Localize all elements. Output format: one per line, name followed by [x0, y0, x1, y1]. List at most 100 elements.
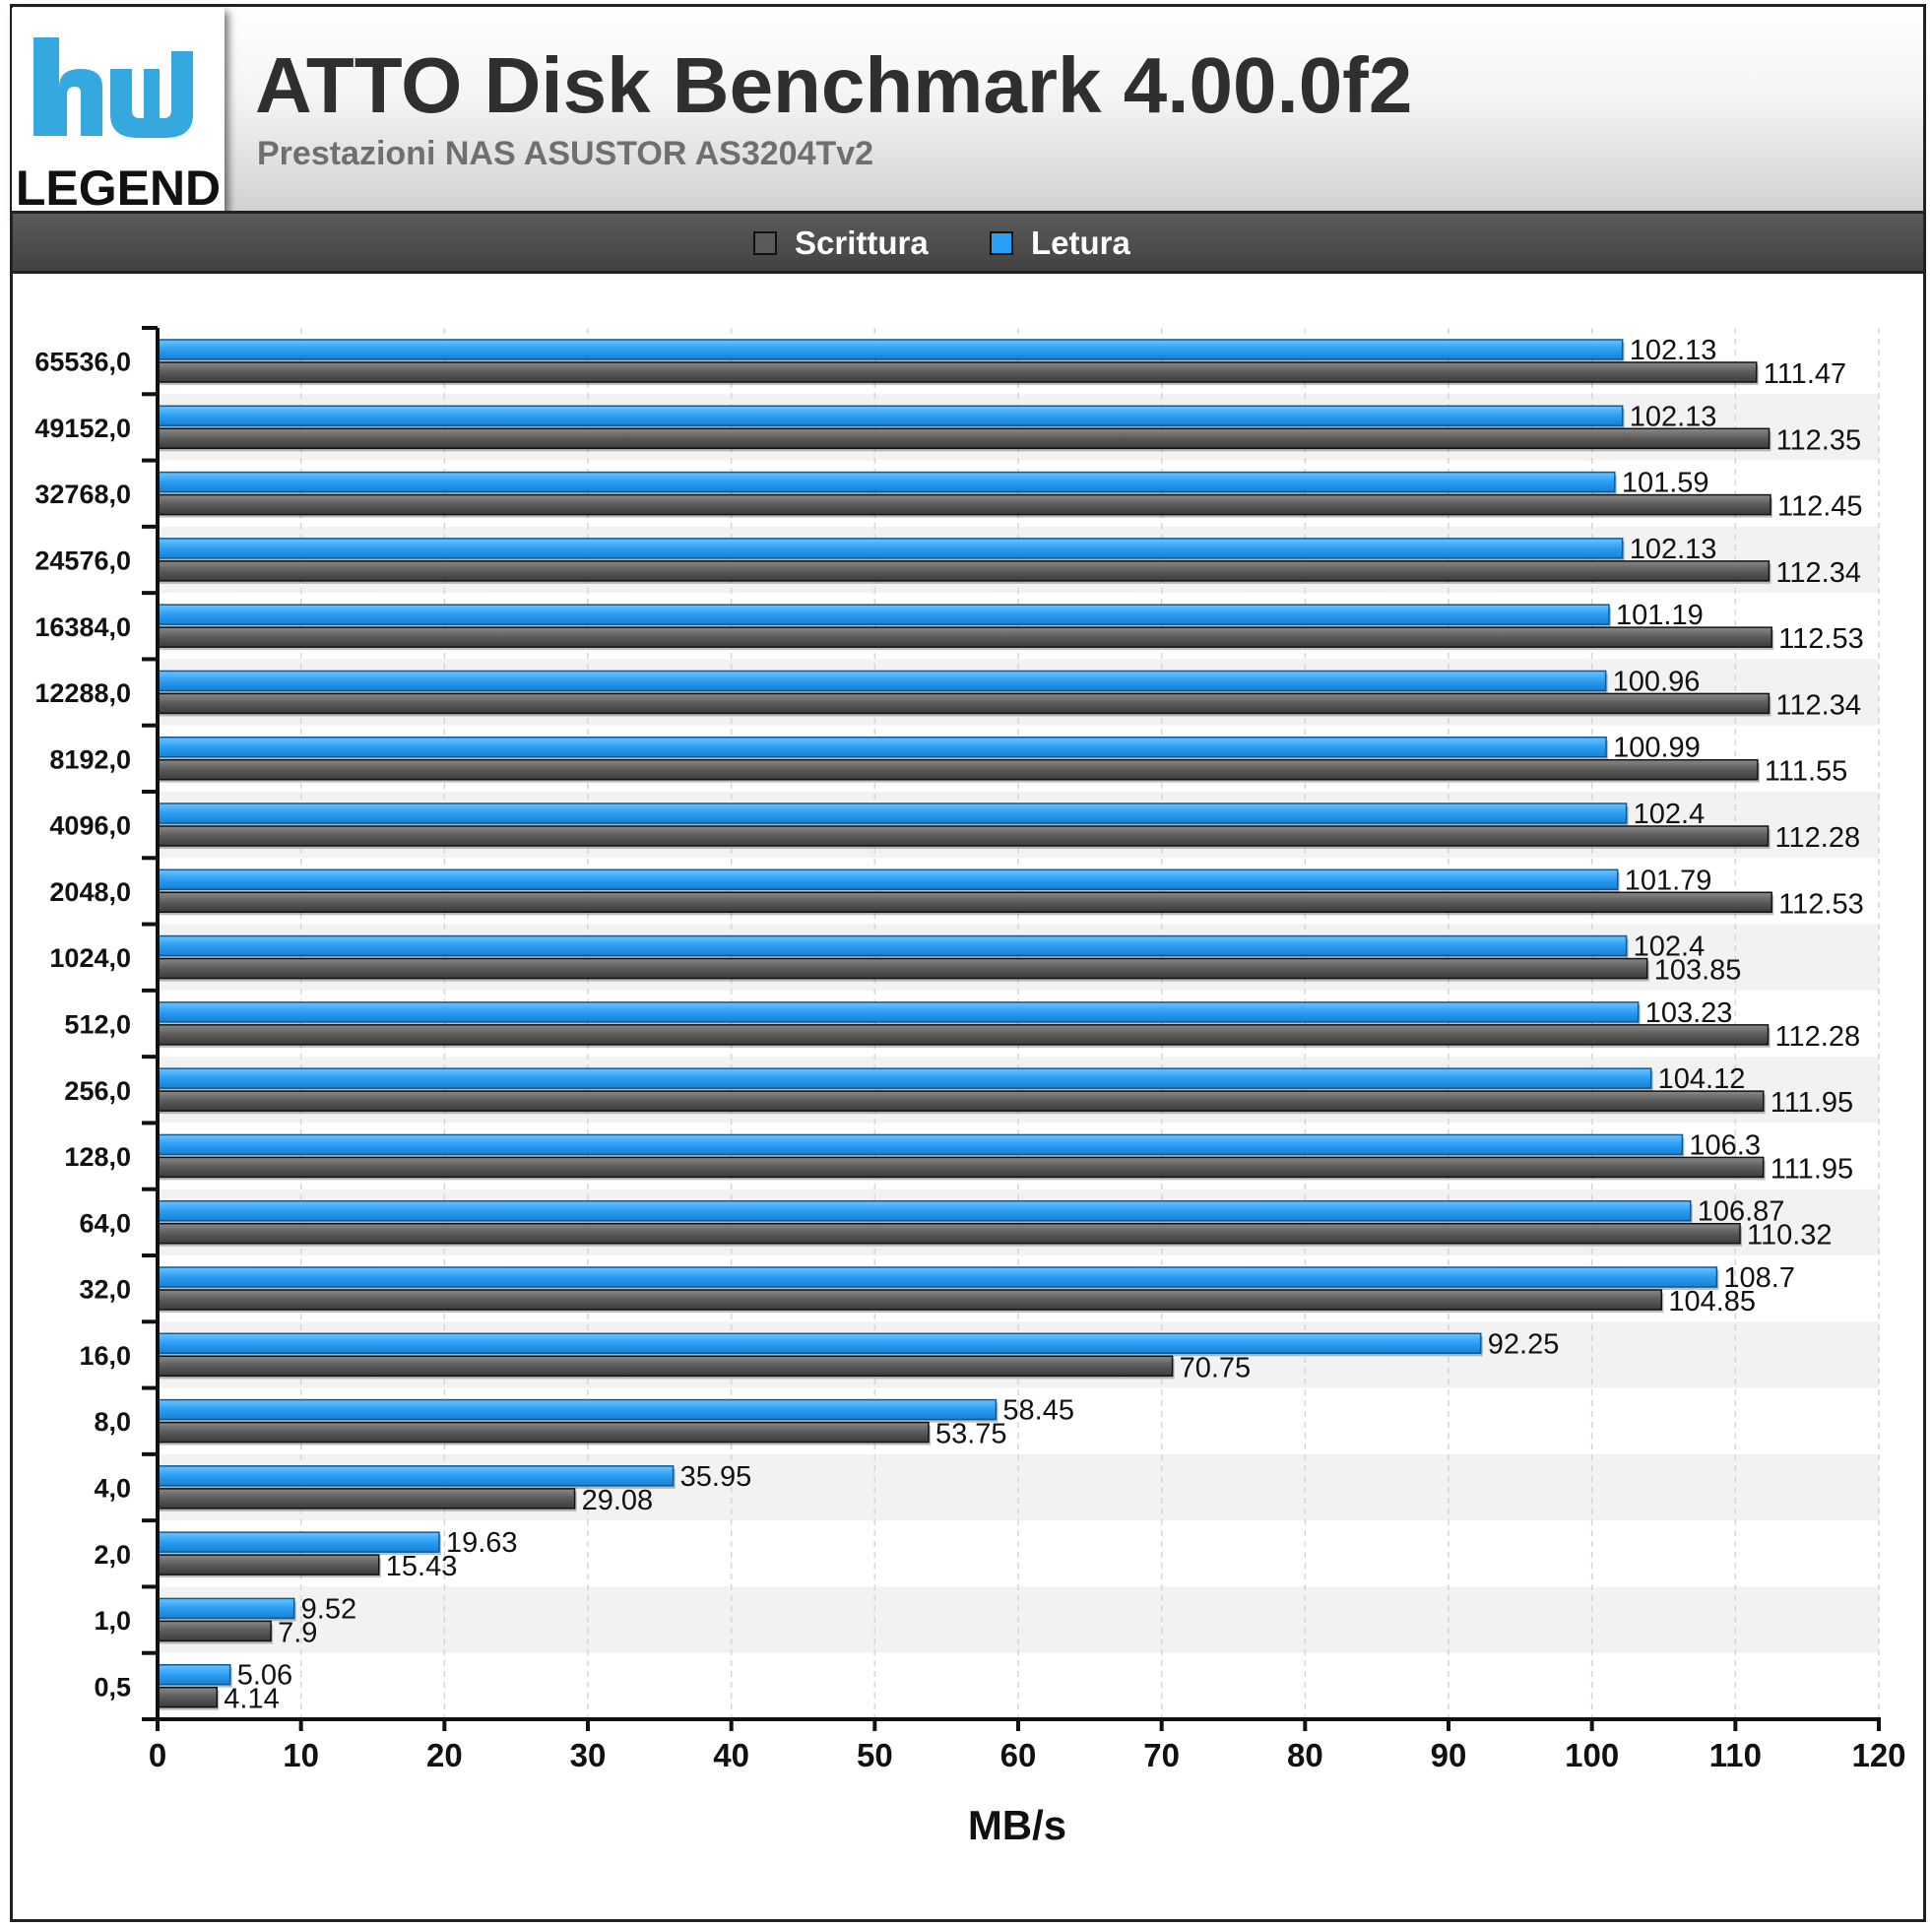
data-label-write: 29.08: [582, 1485, 654, 1516]
bar-write: [157, 758, 1759, 781]
bar-write: [157, 1554, 380, 1575]
data-label-read: 102.13: [1630, 335, 1717, 366]
bar-read: [157, 1531, 440, 1553]
row-band: [158, 1321, 1879, 1388]
x-tick-label: 80: [1287, 1737, 1323, 1773]
x-axis-title: MB/s: [968, 1802, 1066, 1848]
category-label: 32768,0: [34, 480, 131, 509]
bar-read: [157, 538, 1624, 559]
x-tick-label: 120: [1851, 1737, 1905, 1773]
category-label: 49152,0: [34, 414, 131, 443]
category-label: 4,0: [94, 1474, 131, 1504]
bar-write: [157, 1156, 1765, 1179]
data-label-read: 104.12: [1658, 1063, 1746, 1095]
bar-read: [157, 803, 1628, 824]
data-label-write: 112.34: [1775, 689, 1861, 721]
data-label-write: 53.75: [935, 1419, 1007, 1450]
bar-write: [157, 891, 1772, 914]
category-label: 16,0: [79, 1341, 131, 1371]
bar-write: [157, 1090, 1765, 1112]
bar-read: [157, 1199, 1692, 1222]
bar-read: [157, 1597, 295, 1620]
bar-read: [157, 736, 1607, 758]
category-label: 1024,0: [49, 943, 131, 973]
bar-write: [157, 1421, 930, 1444]
legend-item-read: Letura: [990, 224, 1130, 263]
category-label: 32,0: [79, 1275, 131, 1305]
logo-text: LEGEND: [16, 161, 221, 216]
data-label-write: 112.53: [1778, 888, 1864, 920]
bar-write: [157, 1289, 1663, 1311]
legend-swatch-read: [990, 231, 1013, 255]
bar-read: [157, 868, 1619, 891]
row-band: [158, 1255, 1879, 1322]
legend-swatch-write: [753, 231, 777, 255]
legend-label-read: Letura: [1031, 225, 1130, 261]
legend-item-write: Scrittura: [753, 224, 929, 263]
data-label-read: 35.95: [680, 1461, 752, 1493]
data-label-read: 102.4: [1634, 932, 1706, 963]
data-label-read: 103.23: [1645, 997, 1733, 1029]
bar-write: [157, 825, 1770, 847]
bar-write: [157, 1488, 576, 1510]
data-label-write: 15.43: [386, 1551, 458, 1582]
bar-write: [157, 1355, 1174, 1378]
bar-read: [157, 934, 1628, 957]
bar-write: [157, 1620, 272, 1642]
hw-legend-logo: LEGEND: [12, 8, 225, 221]
x-tick-label: 0: [149, 1737, 166, 1773]
bar-read: [157, 1001, 1640, 1023]
data-label-write: 112.35: [1776, 424, 1862, 456]
x-tick-label: 60: [1000, 1737, 1037, 1773]
bar-write: [157, 1024, 1770, 1046]
x-tick-label: 110: [1709, 1737, 1762, 1773]
x-tick-label: 100: [1565, 1737, 1619, 1773]
data-label-read: 19.63: [446, 1527, 518, 1559]
bar-write: [157, 626, 1772, 648]
data-label-write: 111.95: [1771, 1153, 1853, 1185]
chart-header: ATTO Disk Benchmark 4.00.0f2 Prestazioni…: [10, 4, 1926, 211]
data-label-write: 111.95: [1771, 1087, 1853, 1119]
data-label-read: 100.99: [1613, 733, 1701, 764]
category-label: 128,0: [64, 1142, 131, 1172]
data-label-read: 58.45: [1002, 1395, 1074, 1427]
data-label-write: 112.34: [1775, 557, 1861, 589]
bar-read: [157, 1332, 1482, 1355]
bar-write: [157, 692, 1771, 715]
category-label: 65536,0: [34, 348, 131, 377]
bar-read: [157, 1465, 675, 1487]
data-label-read: 101.79: [1625, 865, 1712, 896]
data-label-read: 101.19: [1616, 600, 1704, 631]
category-label: 256,0: [64, 1076, 131, 1106]
category-label: 2,0: [94, 1540, 131, 1570]
data-label-read: 108.7: [1723, 1262, 1795, 1294]
legend: Scrittura Letura: [10, 211, 1926, 274]
bar-read: [157, 1133, 1684, 1156]
bar-read: [157, 1067, 1652, 1089]
data-label-read: 5.06: [237, 1660, 292, 1692]
bar-read: [157, 405, 1624, 427]
data-label-read: 100.96: [1613, 666, 1701, 697]
x-tick-label: 50: [857, 1737, 893, 1773]
data-label-read: 102.13: [1630, 534, 1717, 565]
logo-mark-icon: LEGEND: [16, 37, 221, 216]
data-label-write: 110.32: [1747, 1220, 1833, 1252]
row-band: [158, 1387, 1879, 1454]
bar-read: [157, 604, 1610, 625]
x-tick-label: 40: [713, 1737, 749, 1773]
category-label: 1,0: [94, 1606, 131, 1636]
chart-title: ATTO Disk Benchmark 4.00.0f2: [255, 41, 1413, 129]
row-band: [158, 725, 1879, 792]
category-label: 64,0: [79, 1208, 131, 1238]
category-label: 2048,0: [49, 877, 131, 907]
data-label-write: 7.9: [278, 1617, 317, 1648]
data-label-write: 112.28: [1775, 822, 1861, 854]
data-label-write: 103.85: [1654, 955, 1742, 987]
category-label: 512,0: [64, 1010, 131, 1040]
data-label-read: 102.13: [1630, 401, 1717, 432]
x-tick-label: 30: [570, 1737, 607, 1773]
data-label-read: 101.59: [1622, 468, 1709, 499]
category-label: 8192,0: [49, 744, 131, 774]
row-band: [158, 792, 1879, 859]
